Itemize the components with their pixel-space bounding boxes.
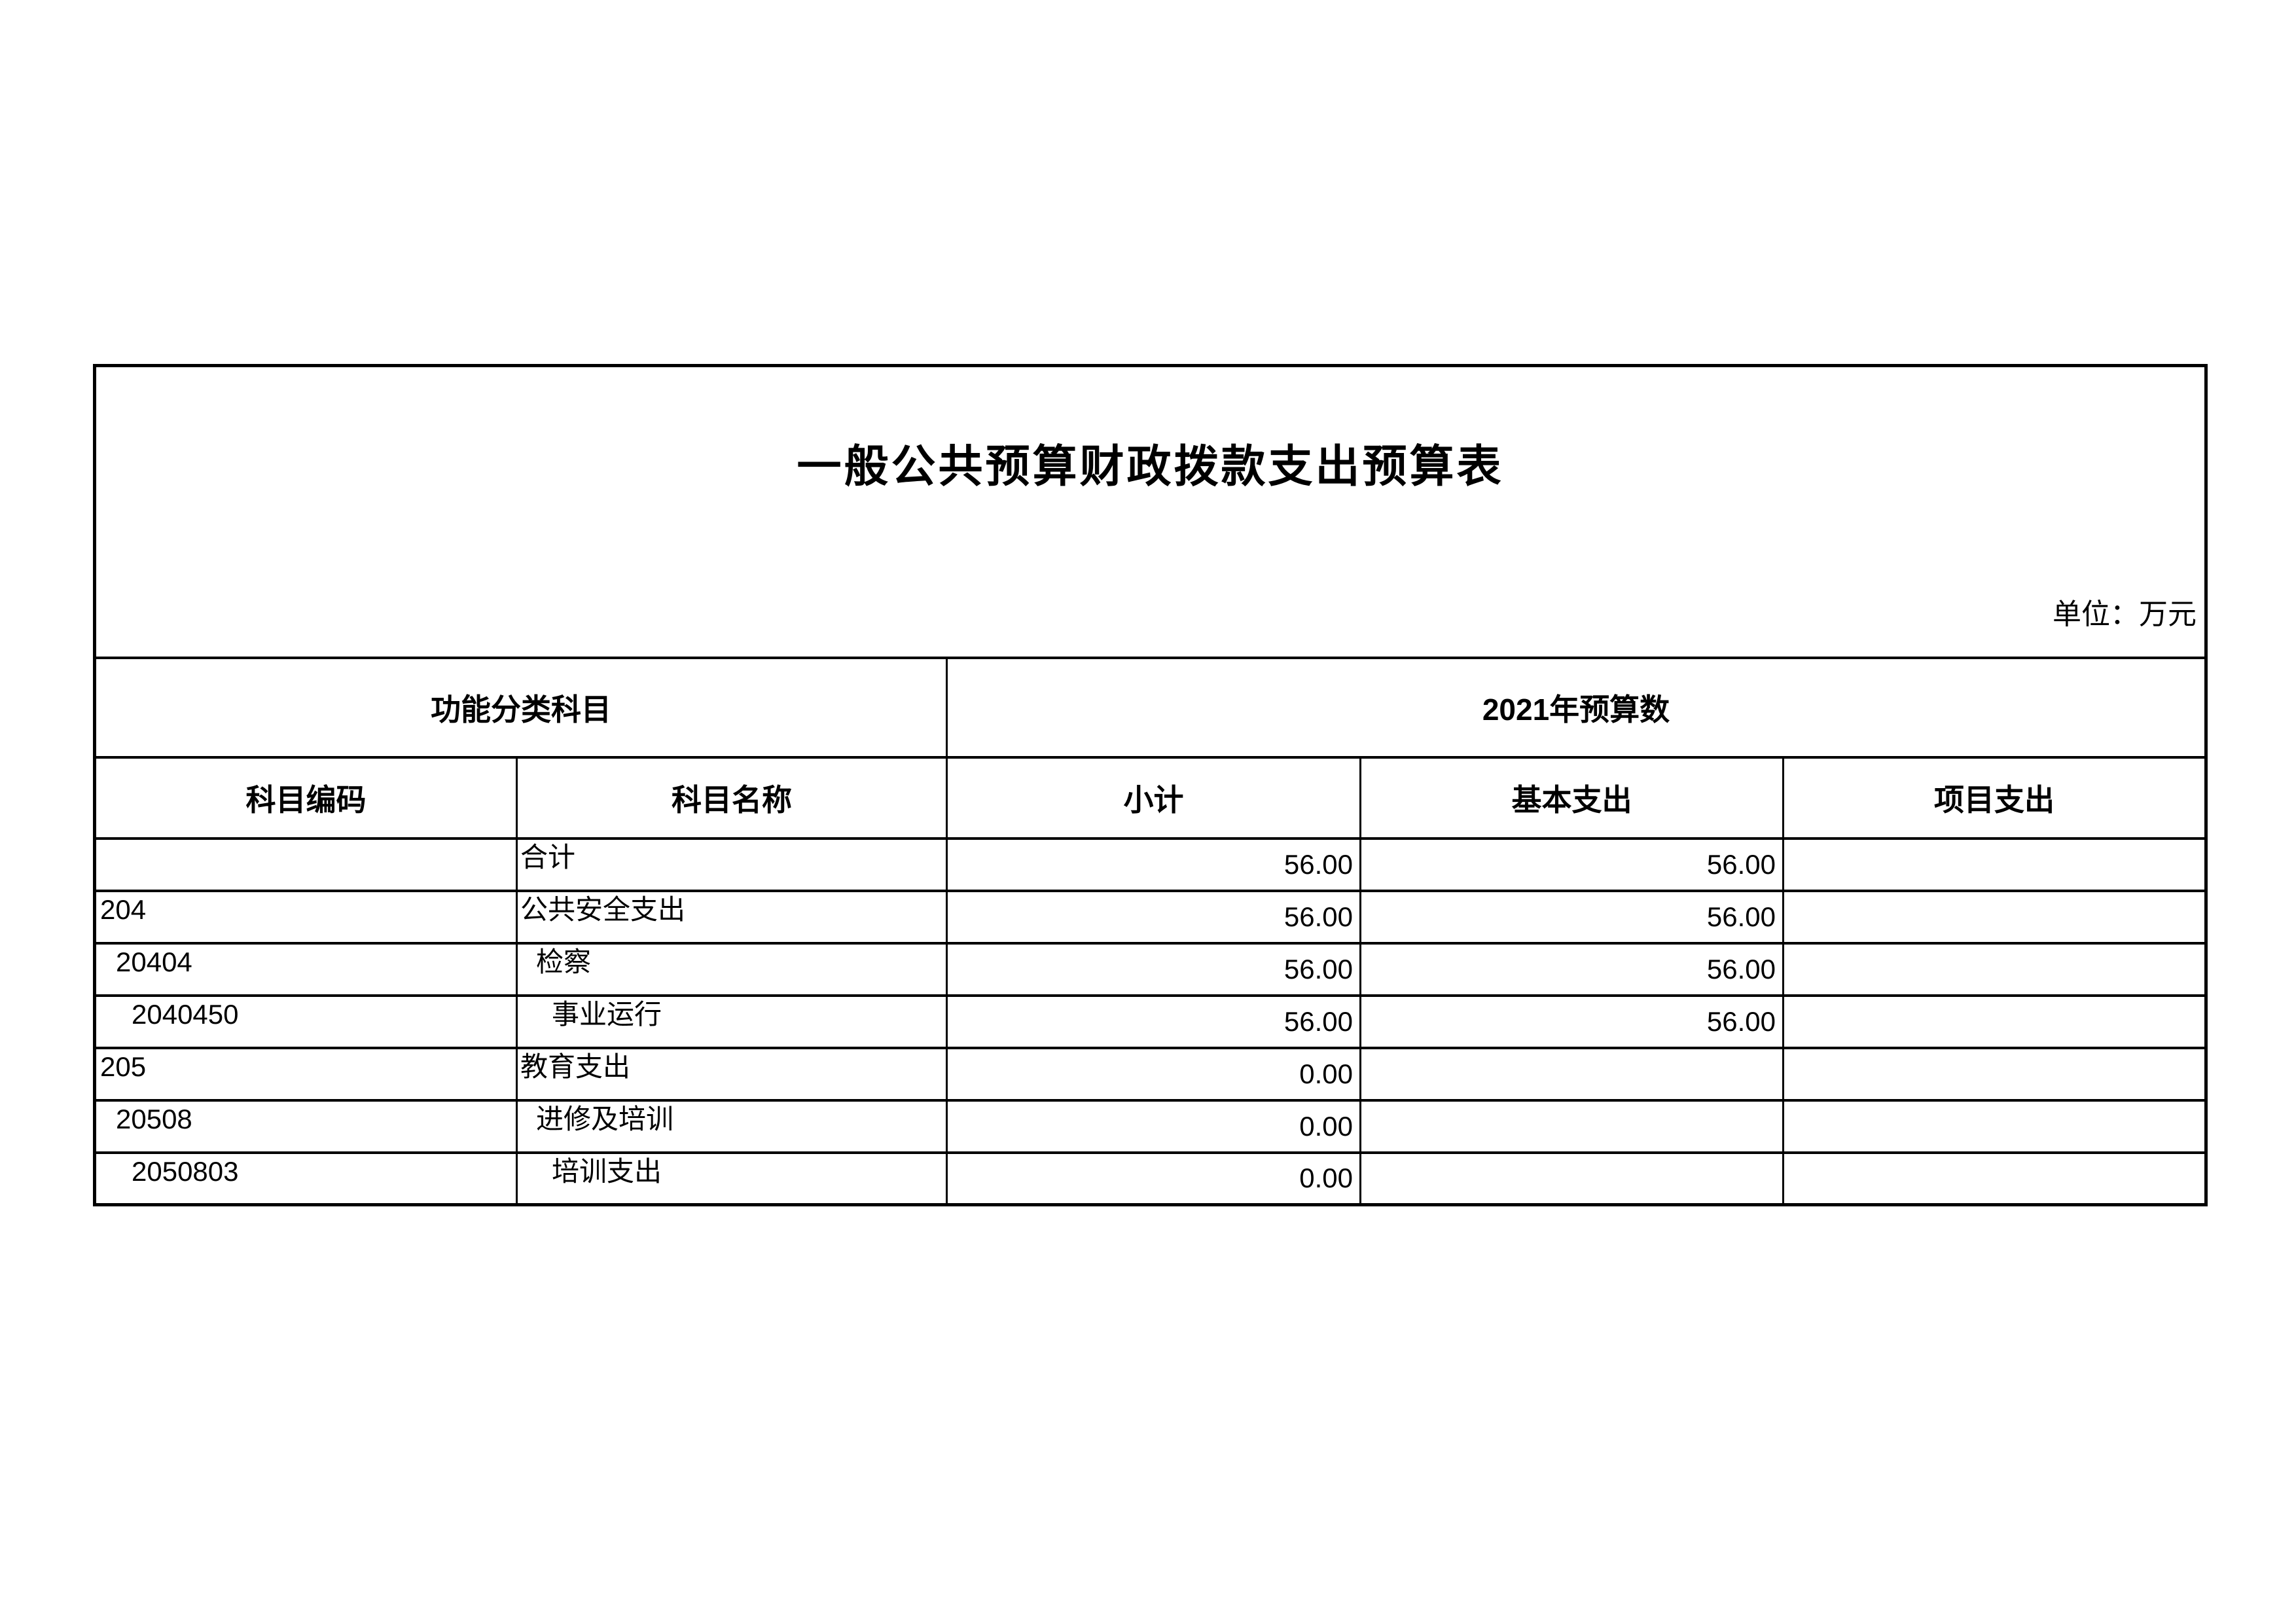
cell-subtotal: 56.00: [946, 837, 1361, 892]
cell-basic: [1359, 1098, 1784, 1154]
title-row: 一般公共预算财政拨款支出预算表 单位：万元: [93, 364, 2208, 659]
cell-subtotal: 0.00: [946, 1046, 1361, 1102]
table-row: 204 公共安全支出 56.00 56.00: [94, 889, 2208, 945]
cell-project: [1782, 1151, 2208, 1206]
table-row: 205 教育支出 0.00: [94, 1046, 2208, 1102]
group-header-budget-year: 2021年预算数: [945, 656, 2208, 759]
table-row: 合计 56.00 56.00: [94, 837, 2208, 892]
table-row: 20404 检察 56.00 56.00: [94, 941, 2208, 997]
cell-project: [1782, 941, 2208, 997]
table-row: 20508 进修及培训 0.00: [94, 1098, 2208, 1154]
cell-project: [1782, 1046, 2208, 1102]
cell-subtotal: 0.00: [946, 1098, 1361, 1154]
cell-subtotal: 56.00: [946, 994, 1361, 1049]
cell-basic: 56.00: [1359, 889, 1784, 945]
cell-code: 2040450: [94, 994, 518, 1049]
cell-code: 204: [94, 889, 518, 945]
cell-subtotal: 56.00: [946, 941, 1361, 997]
column-header-basic: 基本支出: [1359, 755, 1784, 840]
cell-project: [1782, 994, 2208, 1049]
budget-sheet: 一般公共预算财政拨款支出预算表 单位：万元 功能分类科目 2021年预算数 科目…: [93, 364, 2208, 1206]
column-header-code: 科目编码: [94, 755, 518, 840]
cell-subtotal: 56.00: [946, 889, 1361, 945]
cell-basic: 56.00: [1359, 994, 1784, 1049]
page-title: 一般公共预算财政拨款支出预算表: [797, 442, 1504, 492]
cell-name: 合计: [516, 837, 948, 892]
title-cell: 一般公共预算财政拨款支出预算表 单位：万元: [93, 364, 2208, 659]
budget-table: 一般公共预算财政拨款支出预算表 单位：万元 功能分类科目 2021年预算数 科目…: [93, 364, 2208, 1206]
group-header-row: 功能分类科目 2021年预算数: [94, 656, 2208, 759]
cell-name: 公共安全支出: [516, 889, 948, 945]
cell-basic: 56.00: [1359, 837, 1784, 892]
cell-basic: [1359, 1046, 1784, 1102]
cell-basic: [1359, 1151, 1784, 1206]
cell-subtotal: 0.00: [946, 1151, 1361, 1206]
cell-name: 进修及培训: [516, 1098, 948, 1154]
table-row: 2040450 事业运行 56.00 56.00: [94, 994, 2208, 1049]
cell-project: [1782, 837, 2208, 892]
column-header-project: 项目支出: [1782, 755, 2208, 840]
group-header-function-class: 功能分类科目: [94, 656, 948, 759]
cell-code: [94, 837, 518, 892]
table-row: 2050803 培训支出 0.00: [94, 1151, 2208, 1206]
cell-code: 205: [94, 1046, 518, 1102]
cell-code: 2050803: [94, 1151, 518, 1206]
cell-name: 培训支出: [516, 1151, 948, 1206]
column-header-row: 科目编码 科目名称 小计 基本支出 项目支出: [94, 755, 2208, 840]
cell-name: 教育支出: [516, 1046, 948, 1102]
cell-project: [1782, 1098, 2208, 1154]
column-header-subtotal: 小计: [946, 755, 1361, 840]
cell-basic: 56.00: [1359, 941, 1784, 997]
cell-code: 20404: [94, 941, 518, 997]
cell-code: 20508: [94, 1098, 518, 1154]
cell-project: [1782, 889, 2208, 945]
cell-name: 检察: [516, 941, 948, 997]
column-header-name: 科目名称: [516, 755, 948, 840]
unit-label: 单位：万元: [2053, 598, 2197, 630]
cell-name: 事业运行: [516, 994, 948, 1049]
